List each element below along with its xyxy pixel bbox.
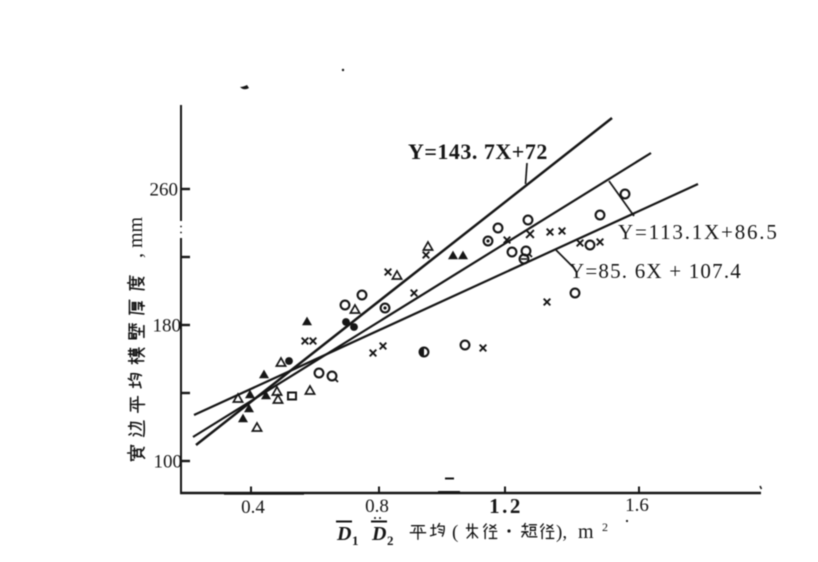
- svg-text:100: 100: [154, 452, 183, 473]
- svg-text:1.2: 1.2: [489, 494, 523, 518]
- svg-text:2: 2: [387, 533, 394, 548]
- svg-text:m: m: [578, 521, 594, 543]
- svg-text:260: 260: [150, 180, 179, 201]
- svg-text:(: (: [452, 522, 458, 543]
- svg-text:Y=143. 7X+72: Y=143. 7X+72: [408, 139, 548, 164]
- svg-text:),: ),: [556, 522, 567, 543]
- svg-text:180: 180: [153, 316, 182, 337]
- svg-text:2: 2: [602, 520, 608, 534]
- svg-text:1: 1: [352, 533, 359, 548]
- svg-text:0.4: 0.4: [241, 497, 265, 518]
- svg-text:, mm: , mm: [125, 216, 147, 258]
- svg-text:0.8: 0.8: [365, 496, 389, 517]
- svg-text:1.6: 1.6: [625, 495, 649, 516]
- svg-text:Y=113.1X+86.5: Y=113.1X+86.5: [618, 220, 779, 244]
- svg-text:Y=85. 6X + 107.4: Y=85. 6X + 107.4: [569, 259, 742, 283]
- svg-text:D: D: [336, 523, 351, 545]
- svg-text:D: D: [371, 523, 386, 545]
